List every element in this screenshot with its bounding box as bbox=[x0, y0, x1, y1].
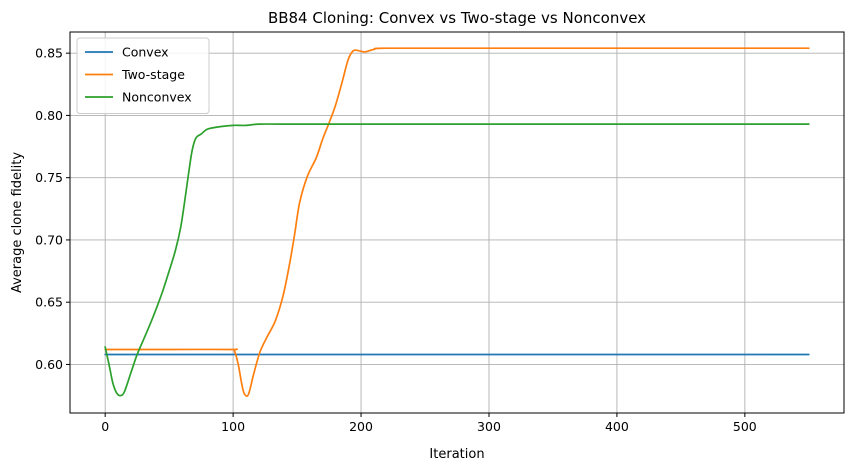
series-lines bbox=[104, 47, 810, 398]
y-tick-label: 0.80 bbox=[35, 108, 63, 123]
legend: Convex Two-stage Nonconvex bbox=[76, 37, 210, 114]
y-tick-label: 0.75 bbox=[35, 170, 63, 185]
series-line-two-stage bbox=[104, 47, 810, 398]
x-tick-label: 400 bbox=[605, 419, 629, 434]
y-tick-label: 0.60 bbox=[35, 357, 63, 372]
x-tick-label: 100 bbox=[221, 419, 245, 434]
y-tick-label: 0.85 bbox=[35, 46, 63, 61]
x-tick-label: 200 bbox=[349, 419, 373, 434]
x-axis-label: Iteration bbox=[429, 447, 484, 462]
legend-label: Two-stage bbox=[121, 67, 185, 82]
grid-lines bbox=[70, 32, 844, 413]
legend-label: Convex bbox=[122, 45, 169, 60]
x-tick-label: 0 bbox=[101, 419, 109, 434]
x-tick-label: 500 bbox=[733, 419, 757, 434]
series-line-nonconvex bbox=[104, 123, 810, 397]
legend-box bbox=[76, 37, 210, 114]
y-tick-label: 0.70 bbox=[35, 232, 63, 247]
plot-area-frame bbox=[69, 31, 845, 414]
y-tick-label: 0.65 bbox=[35, 295, 63, 310]
chart-title: BB84 Cloning: Convex vs Two-stage vs Non… bbox=[268, 9, 646, 27]
axis-ticks: 0 100 200 300 400 500 0.60 0.65 0.70 0.75 0.80 0.85 bbox=[35, 46, 757, 434]
x-tick-label: 300 bbox=[477, 419, 501, 434]
y-axis-label: Average clone fidelity bbox=[10, 152, 25, 293]
legend-label: Nonconvex bbox=[122, 90, 192, 105]
